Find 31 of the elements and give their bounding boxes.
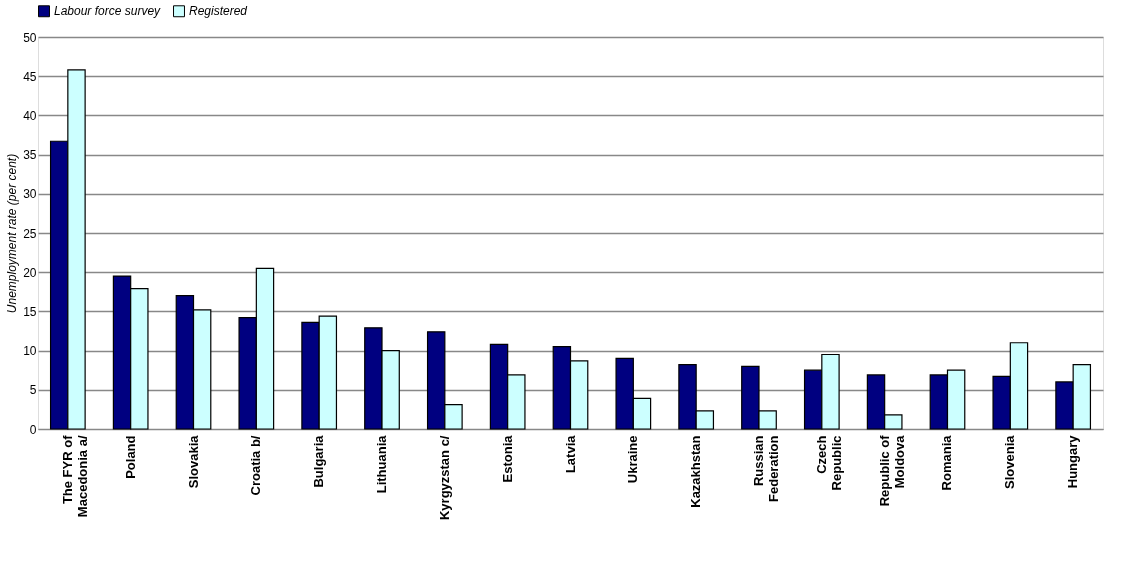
y-axis-title: Unemployment rate (per cent) (5, 153, 20, 314)
x-tick-label: Slovenia (1002, 434, 1018, 489)
x-tick-label: Russian Federation (751, 435, 781, 502)
x-tick-label: Croatia b/ (248, 435, 264, 496)
x-tick-label: Republic of Moldova (876, 434, 907, 507)
x-tick-label: The FYR of Macedonia a/ (59, 434, 90, 518)
y-tick-label: 5 (29, 383, 37, 398)
x-tick-label: Latvia (562, 434, 578, 474)
x-tick-label: Kazakhstan (688, 435, 704, 508)
y-tick-label: 0 (29, 422, 37, 437)
x-tick-label: Czech Republic (813, 435, 844, 491)
y-tick-label: 20 (23, 265, 37, 280)
y-tick-label: 50 (23, 30, 37, 45)
x-tick-label: Kyrgyzstan c/ (436, 435, 452, 521)
y-tick-label: 10 (23, 344, 37, 359)
x-tick-label: Bulgaria (311, 434, 327, 488)
x-tick-label: Poland (122, 435, 138, 479)
x-tick-label: Estonia (499, 434, 515, 483)
x-tick-label: Slovakia (185, 434, 201, 489)
x-tick-label: Lithuania (374, 434, 389, 494)
x-tick-label: Romania (939, 434, 955, 491)
y-tick-label: 15 (23, 304, 37, 319)
y-tick-label: 45 (23, 69, 37, 84)
y-tick-label: 35 (23, 148, 37, 163)
y-tick-label: 40 (23, 108, 37, 123)
y-tick-label: 25 (23, 226, 37, 241)
y-tick-label: 30 (23, 187, 37, 202)
legend-label: Registered (189, 4, 248, 19)
x-tick-label: Hungary (1065, 434, 1081, 489)
legend-label: Labour force survey (54, 4, 162, 19)
x-tick-label: Ukraine (625, 435, 641, 484)
